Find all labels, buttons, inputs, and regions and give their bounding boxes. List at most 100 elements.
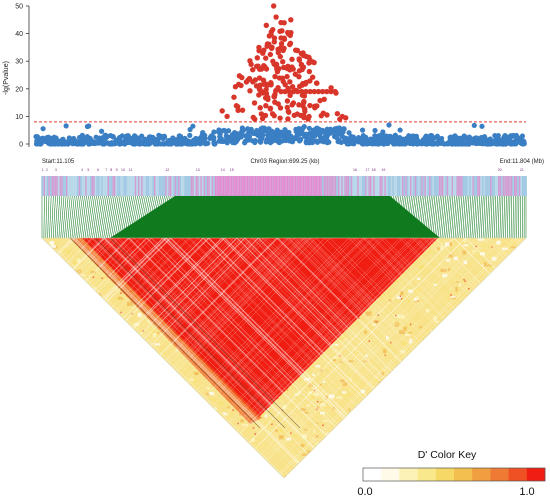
color-key: D' Color Key 0.0 1.0 — [357, 449, 545, 497]
ld-cell — [524, 380, 527, 383]
gene-bar — [389, 176, 390, 196]
ld-cell — [349, 468, 351, 472]
ld-cell — [95, 347, 99, 350]
ld-cell — [501, 456, 504, 458]
gene-bar — [109, 176, 110, 196]
ld-cell — [361, 402, 364, 405]
significant-snp-point — [287, 79, 292, 84]
gene-bar — [503, 176, 504, 196]
ld-cell — [312, 466, 315, 469]
snp-point — [251, 130, 256, 135]
ld-cell — [265, 472, 269, 475]
gene-bar — [232, 176, 233, 196]
significant-snp-point — [314, 103, 319, 108]
ld-cell — [248, 463, 253, 467]
ld-cell — [508, 338, 511, 342]
gene-bar — [212, 176, 213, 196]
gene-bar — [410, 176, 411, 196]
ld-cell — [107, 384, 112, 386]
snp-point — [340, 129, 345, 134]
ld-cell — [122, 461, 125, 465]
ld-cell — [82, 304, 85, 307]
gene-bar — [154, 176, 155, 196]
background-points — [33, 122, 526, 146]
ld-cell — [105, 325, 107, 327]
ld-cell — [85, 365, 89, 369]
gene-bar — [53, 176, 54, 196]
gene-bar — [447, 176, 448, 196]
gene-label: 9 — [116, 168, 118, 172]
ld-cell — [502, 456, 504, 460]
gene-bar — [234, 176, 235, 196]
ld-cell — [501, 426, 503, 428]
ld-cell — [74, 424, 78, 426]
ld-cell — [400, 295, 402, 297]
significant-snp-point — [267, 33, 272, 38]
ld-cell — [483, 336, 488, 340]
ld-cell — [468, 332, 472, 335]
snp-point — [312, 134, 317, 139]
ld-cell — [108, 418, 114, 421]
ld-cell — [80, 294, 86, 296]
gene-bar — [320, 176, 321, 196]
gene-bar — [93, 176, 94, 196]
ld-cell — [429, 464, 432, 467]
significant-snp-point — [289, 102, 294, 107]
significant-snp-point — [277, 75, 282, 80]
ld-cell — [493, 324, 498, 326]
ld-cell — [290, 475, 294, 477]
ld-cell — [486, 282, 492, 285]
ld-cell — [85, 329, 89, 332]
ld-cell — [518, 397, 520, 399]
gene-bar — [79, 176, 80, 196]
ld-cell — [519, 299, 521, 302]
ld-cell — [93, 363, 95, 367]
gene-bar — [42, 176, 43, 196]
gene-bar — [476, 176, 477, 196]
gene-bar — [236, 176, 237, 196]
ld-cell — [121, 321, 126, 323]
gene-bar — [274, 176, 275, 196]
snp-point — [354, 138, 359, 143]
color-key-swatch — [381, 468, 400, 481]
ld-cell — [523, 313, 528, 317]
gene-bar — [164, 176, 165, 196]
gene-label: 4 — [81, 168, 83, 172]
y-tick-label: 10 — [15, 114, 23, 121]
gene-bar — [424, 176, 425, 196]
significant-snp-point — [314, 80, 319, 85]
snp-point — [211, 135, 216, 140]
snp-point — [360, 128, 365, 133]
ld-cell — [420, 432, 424, 435]
ld-cell — [64, 388, 69, 392]
snp-point — [41, 126, 46, 131]
ld-cell — [72, 365, 76, 367]
gene-bar — [56, 176, 57, 196]
snp-point — [314, 139, 319, 144]
ld-cell — [92, 363, 94, 367]
ld-cell — [463, 335, 466, 338]
ld-cell — [519, 343, 523, 345]
ld-cell — [379, 385, 381, 387]
ld-cell — [184, 461, 188, 465]
ld-cell — [85, 283, 87, 286]
ld-cell — [434, 339, 439, 342]
ld-cell — [445, 433, 450, 437]
snp-point — [325, 127, 330, 132]
ld-cell — [71, 365, 74, 367]
ld-cell — [391, 424, 396, 426]
ld-cell — [155, 366, 160, 369]
gene-bar — [50, 176, 51, 196]
ld-cell — [373, 436, 379, 440]
ld-cell — [111, 381, 113, 383]
snp-point — [169, 139, 174, 144]
ld-cell — [161, 377, 165, 379]
snp-point — [243, 133, 248, 138]
ld-cell — [470, 376, 472, 378]
ld-cell — [144, 409, 147, 412]
ld-cell — [46, 322, 51, 326]
ld-cell — [525, 284, 528, 286]
snp-point — [136, 141, 141, 146]
significant-snp-point — [319, 113, 324, 118]
